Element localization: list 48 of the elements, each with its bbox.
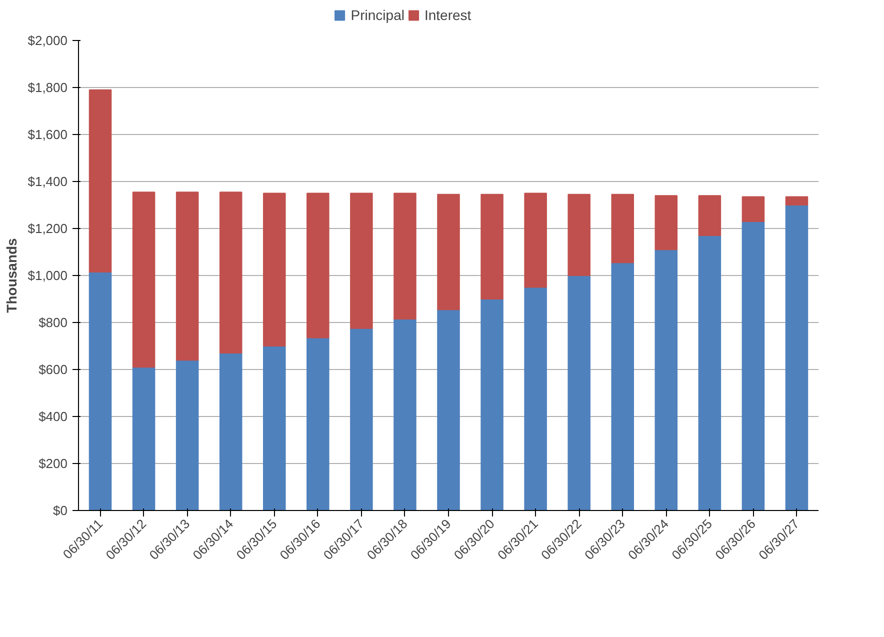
y-axis-title: Thousands [4, 238, 20, 313]
bar [437, 309, 460, 510]
bar [350, 328, 373, 510]
bar [350, 192, 373, 329]
bar [480, 194, 504, 300]
y-tick-label: $1,200 [28, 221, 68, 236]
y-tick-label: $1,000 [28, 268, 68, 283]
y-tick-label: $1,400 [28, 174, 68, 189]
bar [263, 192, 286, 346]
bar [132, 366, 156, 510]
bar [394, 318, 416, 510]
bar [524, 192, 547, 288]
bar [742, 196, 765, 222]
bar [568, 194, 590, 276]
bar [742, 220, 765, 510]
bar [219, 352, 242, 510]
bar [176, 192, 199, 361]
bar [611, 262, 634, 510]
y-tick-label: $800 [38, 315, 68, 330]
bar [437, 194, 460, 310]
y-tick-label: $200 [38, 456, 68, 471]
bar [132, 192, 156, 368]
y-tick-label: $0 [53, 503, 68, 518]
bar [611, 194, 634, 264]
bar [306, 192, 330, 338]
bar [394, 192, 416, 320]
bar [176, 360, 199, 510]
y-tick-label: $1,800 [28, 80, 68, 95]
y-tick-label: $1,600 [28, 127, 68, 142]
bar [698, 235, 722, 510]
bar [88, 89, 112, 272]
bar [524, 286, 547, 510]
legend-label: Principal [350, 7, 404, 23]
y-tick-label: $2,000 [28, 33, 68, 48]
bar [219, 192, 242, 354]
y-tick-label: $400 [38, 409, 68, 424]
bar [698, 195, 722, 236]
bar [88, 271, 112, 510]
bar [654, 249, 678, 510]
bar [785, 204, 808, 510]
bar [480, 298, 504, 510]
bar [785, 196, 808, 206]
y-tick-label: $600 [38, 362, 68, 377]
bar [263, 346, 286, 510]
bar [306, 337, 330, 510]
bar [568, 275, 590, 510]
legend-label: Interest [424, 7, 472, 23]
bar [654, 195, 678, 250]
